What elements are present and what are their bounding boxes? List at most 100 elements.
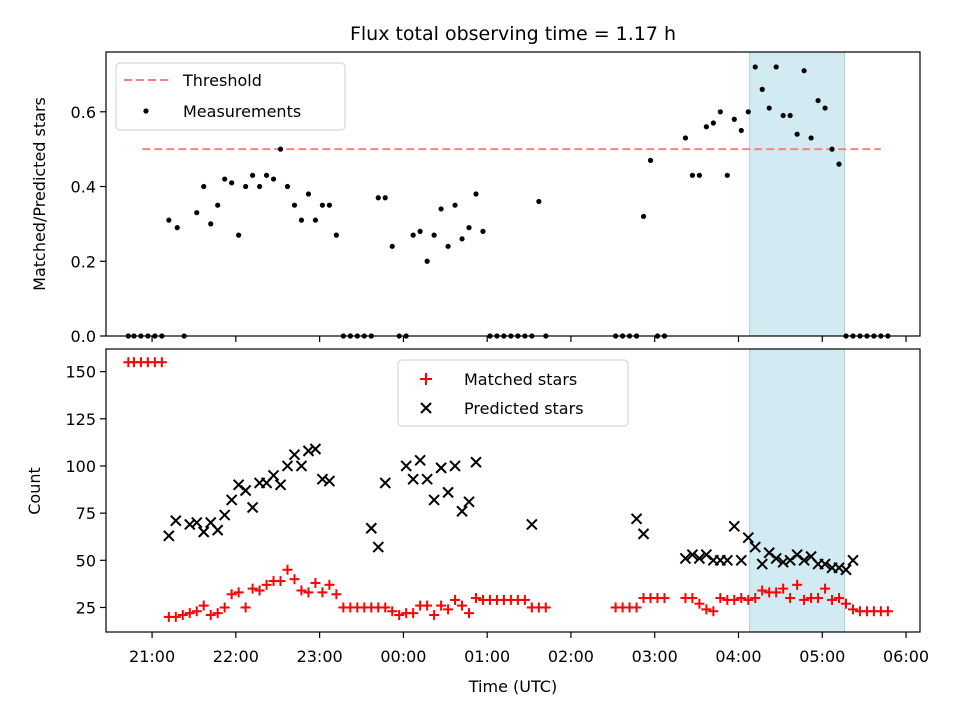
matched-star-point [254, 585, 265, 596]
legend-predicted-swatch [420, 402, 432, 414]
predicted-star-point [211, 524, 224, 536]
predicted-star-point [637, 528, 650, 540]
predicted-star-point [400, 460, 412, 472]
x-tick-label: 04:00 [715, 647, 761, 666]
measurement-point [256, 183, 263, 190]
measurement-point [829, 146, 835, 152]
matched-star-point [205, 610, 216, 621]
matched-star-point [422, 600, 433, 611]
measurement-point [738, 127, 744, 134]
measurement-point [166, 217, 172, 223]
bottom-y-tick-label: 100 [65, 457, 96, 476]
measurement-point [815, 97, 821, 104]
measurement-point [382, 195, 388, 201]
x-axis-label: Time (UTC) [468, 677, 557, 696]
predicted-star-point [281, 460, 294, 472]
matched-star-point [771, 587, 782, 598]
x-tick-label: 03:00 [632, 647, 678, 666]
top-highlight-band [749, 51, 846, 337]
matched-star-point [701, 604, 712, 615]
matched-star-point [240, 602, 251, 613]
matched-stars-series [123, 357, 893, 622]
measurement-point [222, 176, 228, 182]
measurement-point [808, 135, 814, 141]
measurement-point [710, 120, 716, 126]
predicted-star-point [456, 505, 468, 517]
measurement-point [326, 202, 332, 208]
top-legend-box [115, 62, 346, 131]
matched-star-point [847, 604, 858, 615]
predicted-star-point [840, 564, 852, 576]
matched-star-point [827, 594, 838, 605]
measurement-point [452, 202, 458, 208]
bottom-y-axis-label: Count [25, 467, 44, 515]
matched-star-point [429, 610, 440, 621]
measurement-point [801, 68, 807, 74]
predicted-star-point [309, 443, 322, 455]
matched-star-point [450, 594, 461, 605]
measurement-point [536, 198, 542, 205]
matched-star-point [387, 606, 398, 617]
predicted-star-point [693, 552, 706, 565]
matched-star-point [436, 600, 447, 611]
measurement-point [752, 64, 758, 70]
matched-star-point [247, 583, 258, 594]
measurement-point [291, 202, 298, 208]
measurement-point [270, 176, 277, 182]
predicted-star-point [526, 518, 538, 531]
matched-star-point [282, 564, 293, 575]
bottom-plot-frame [105, 348, 921, 633]
predicted-star-point [191, 516, 203, 529]
top-panel: Flux total observing time = 1.17 h 0.00.… [30, 23, 921, 346]
bottom-y-tick-label: 75 [76, 504, 96, 523]
top-y-axis: 0.0 0.2 0.4 0.6 [71, 103, 106, 346]
measurement-point [194, 210, 200, 216]
predicted-star-point [679, 552, 692, 565]
measurement-point [201, 183, 207, 190]
bottom-x-axis: 21:00 22:00 23:00 00:00 01:00 02:00 03:00 04:00… [129, 632, 929, 666]
predicted-star-point [428, 494, 440, 506]
bottom-y-tick-label: 25 [76, 598, 96, 617]
bottom-y-tick-label: 150 [65, 363, 96, 382]
predicted-star-point [225, 494, 238, 506]
x-tick-label: 00:00 [380, 647, 426, 666]
predicted-star-point [372, 541, 384, 553]
predicted-star-point [274, 479, 287, 491]
measurement-point [445, 243, 451, 249]
matched-star-point [331, 589, 342, 600]
measurement-point [836, 161, 842, 167]
predicted-star-point [316, 473, 329, 485]
matched-star-point [261, 579, 272, 590]
matched-star-point [219, 602, 230, 613]
predicted-star-point [735, 554, 747, 567]
predicted-star-point [728, 520, 741, 533]
measurement-point [689, 172, 696, 178]
matched-star-point [834, 593, 845, 604]
measurement-point [822, 105, 828, 111]
predicted-star-point [323, 475, 336, 487]
top-y-tick-label: 0.2 [71, 252, 96, 271]
top-y-axis-label: Matched/Predicted stars [30, 97, 49, 291]
measurement-point [215, 202, 221, 208]
measurement-point [284, 183, 291, 190]
matched-star-point [659, 593, 670, 604]
matched-star-point [785, 593, 796, 604]
measurement-point [647, 157, 654, 163]
matched-star-point [212, 608, 223, 619]
matched-star-point [191, 606, 202, 617]
matched-star-point [303, 587, 314, 598]
measurement-point [724, 172, 730, 178]
measurement-point [243, 183, 249, 190]
measurement-point [174, 225, 180, 231]
predicted-star-point [777, 556, 789, 568]
matched-star-point [708, 606, 719, 617]
matched-star-point [882, 606, 893, 617]
predicted-star-point [798, 554, 810, 567]
matched-star-point [464, 608, 475, 619]
chart-title: Flux total observing time = 1.17 h [350, 23, 676, 45]
predicted-star-point [770, 552, 782, 565]
measurement-point [410, 232, 416, 238]
predicted-star-point [239, 484, 252, 497]
predicted-star-point [435, 462, 447, 474]
matched-star-point [471, 593, 481, 604]
